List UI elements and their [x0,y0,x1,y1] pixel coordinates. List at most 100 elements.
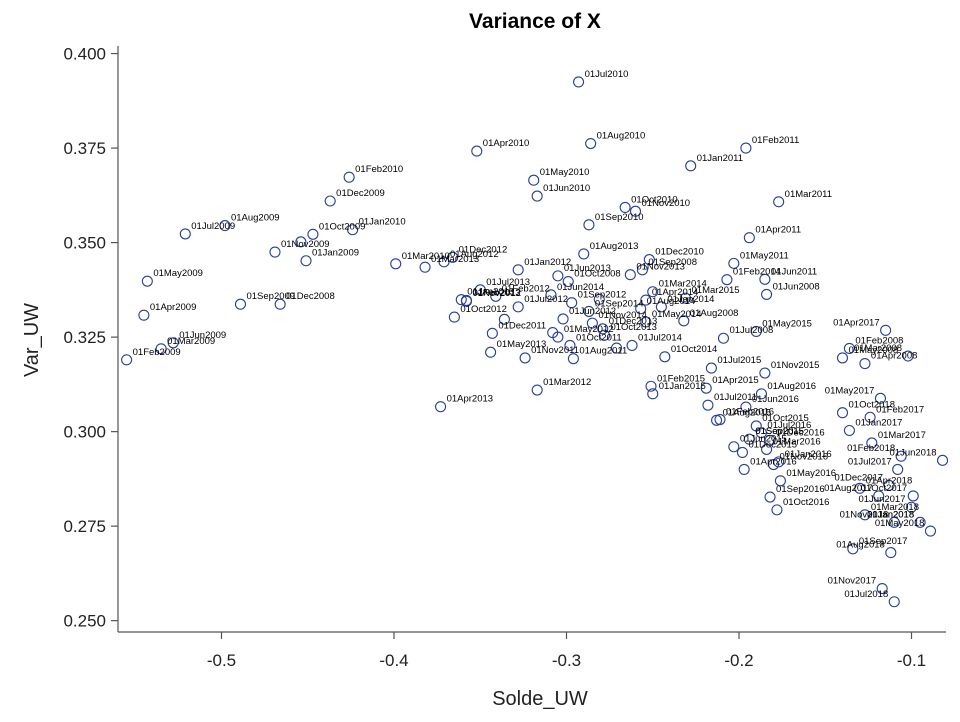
point-label: 01May2011 [740,250,789,261]
data-point [755,427,767,439]
point-label: 01Oct2018 [849,400,895,411]
data-point [547,327,559,339]
point-label: 01Jun2013 [564,263,611,274]
point-label: 01Nov2010 [642,198,691,209]
point-label: 01Oct2015 [762,413,808,424]
data-point [714,413,726,426]
point-label: 01Jun2017 [858,494,905,505]
data-point [597,323,609,335]
point-label: 01May2018 [875,518,925,529]
point-label: 01Mar2012 [543,377,591,388]
point-label: 01Feb2013 [472,287,520,298]
data-point [545,289,557,301]
data-point [883,479,895,491]
data-point [717,332,730,344]
point-label: 01Jan2018 [867,509,914,520]
point-label: 01May2010 [540,167,590,178]
data-point [728,257,740,269]
point-label: 01Apr2018 [866,475,912,486]
data-point [914,516,926,528]
data-point [573,76,585,88]
data-point [629,205,642,217]
point-label: 01Dec2010 [655,247,704,258]
data-point [721,274,733,286]
data-point [885,547,897,559]
data-point [307,228,319,240]
point-label: 01Nov2018 [840,509,889,520]
point-label: 01Nov2013 [636,262,685,273]
data-point [764,491,776,503]
point-label: 01Jul2010 [585,69,629,80]
data-point [435,401,447,413]
point-label: 01Jun2015 [740,434,787,445]
axes: -0.5 -0.4 -0.3 -0.2 -0.1 0.250 0.275 0.300 0.325… [63,45,946,670]
point-label: 01Jan2012 [524,257,571,268]
data-point [640,316,652,328]
data-point [864,411,876,423]
point-label: 01Jun2018 [890,447,937,458]
data-point [347,224,359,236]
data-point [836,352,849,364]
point-label: 01Feb2014 [733,267,781,278]
point-label: 01Sep2012 [578,290,627,301]
point-label: 01Oct2010 [631,194,677,205]
data-point [728,441,740,453]
point-label: 01Sep2017 [859,536,908,547]
data-point [578,248,590,260]
point-label: 01Sep2008 [648,257,697,268]
point-label: 01Jun2014 [557,282,604,293]
data-point [761,288,773,300]
point-label: 01Jun2011 [771,266,817,277]
point-label: 01Apr2010 [483,138,529,149]
data-point [843,424,855,437]
point-label: 01Apr2015 [712,375,758,386]
data-point [907,490,919,502]
y-tick-label: 0.400 [63,45,106,64]
x-tick-label: -0.2 [724,651,753,670]
point-label: 01Aug2014 [647,296,696,307]
point-label: 01Jul2009 [191,221,235,232]
point-label: 01Feb2009 [133,347,181,358]
point-label: 01Feb2015 [657,373,705,384]
data-point [438,256,450,268]
data-point [562,275,574,288]
data-point [643,254,655,266]
data-point [836,407,849,419]
data-point [700,382,712,394]
data-point [859,358,871,370]
point-label: 01Feb2017 [876,404,924,415]
data-point [583,305,595,317]
point-label: 01Dec2017 [834,472,883,483]
data-point [880,324,892,336]
data-point [624,269,636,281]
data-point [773,196,785,208]
point-label: 01Mar2015 [692,285,740,296]
point-label: 01May2013 [497,339,547,350]
data-point [888,516,900,528]
point-label: 01Aug2017 [824,483,873,494]
point-label: 01Oct2009 [319,221,365,232]
point-label: 01Apr2013 [447,394,493,405]
data-point [564,339,576,351]
data-point [750,325,762,337]
data-point [138,309,150,321]
y-tick-label: 0.325 [63,328,106,347]
data-point [736,446,749,458]
data-point [234,298,247,310]
point-label: 01Jan2015 [659,381,706,392]
point-label: 01Mar2017 [878,430,926,441]
data-point [566,297,578,309]
data-point [755,388,767,400]
data-point [448,311,460,323]
point-label: 01Jul2011 [714,392,757,403]
data-point [167,337,179,349]
data-point [859,509,871,521]
point-label: 01Jul2014 [638,332,682,343]
data-point [121,354,133,366]
data-point [471,145,483,157]
data-point [593,293,605,305]
point-label: 01Apr2008 [871,351,917,362]
data-point [447,251,459,263]
data-point [685,160,697,172]
data-point [702,399,714,411]
